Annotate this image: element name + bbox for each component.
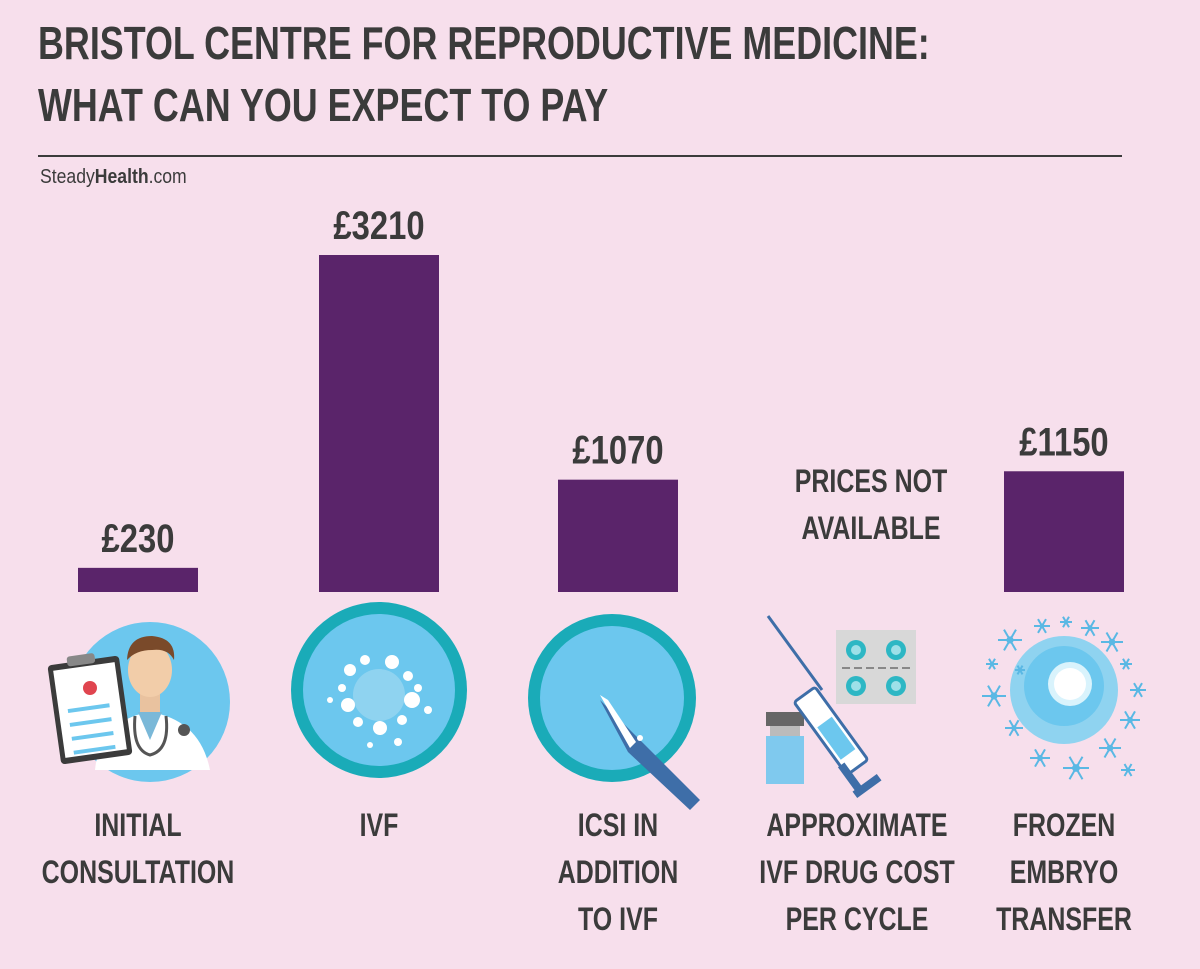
- category-label: ICSI IN: [578, 808, 658, 844]
- category-label: CONSULTATION: [42, 855, 235, 891]
- bar: [1004, 471, 1124, 592]
- title-line-2: WHAT CAN YOU EXPECT TO PAY: [38, 79, 609, 131]
- value-label: £1150: [1019, 419, 1108, 464]
- frozen-embryo-icon: [982, 616, 1146, 780]
- bar-group: £1150 FROZEN EMBRYO TRANSFER: [982, 419, 1146, 938]
- bar-group: PRICES NOT AVAILABLE APPROXIMATE IVF DRUG C…: [759, 464, 955, 938]
- brand-light: Steady: [40, 166, 95, 188]
- category-label: TO IVF: [578, 902, 658, 938]
- unavailable-label: AVAILABLE: [801, 511, 940, 547]
- brand-credit: SteadyHealth.com: [40, 166, 187, 189]
- category-label: APPROXIMATE: [766, 808, 947, 844]
- ivf-cell-icon: [291, 602, 467, 778]
- category-label: ADDITION: [558, 855, 679, 891]
- category-label: INITIAL: [94, 808, 181, 844]
- category-label: TRANSFER: [996, 902, 1132, 938]
- bar: [78, 567, 198, 592]
- category-label: FROZEN: [1013, 808, 1116, 844]
- chart-title: BRISTOL CENTRE FOR REPRODUCTIVE MEDICINE…: [38, 12, 930, 136]
- icsi-injection-icon: [528, 614, 700, 810]
- doctor-icon: [47, 622, 230, 782]
- category-label: IVF DRUG COST: [759, 855, 955, 891]
- category-label: PER CYCLE: [786, 902, 929, 938]
- unavailable-label: PRICES NOT: [795, 464, 948, 500]
- value-label: £230: [102, 516, 175, 561]
- brand-suffix: .com: [148, 166, 187, 188]
- bar-group: £1070 ICSI IN ADDITION TO IVF: [528, 428, 700, 938]
- bar-group: £3210 IVF: [291, 203, 467, 844]
- title-line-1: BRISTOL CENTRE FOR REPRODUCTIVE MEDICINE…: [38, 17, 930, 69]
- bar-group: £230 INITIAL CONSULTATION: [42, 516, 235, 891]
- category-label: EMBRYO: [1010, 855, 1119, 891]
- value-label: £3210: [333, 203, 424, 248]
- title-divider: [38, 155, 1122, 157]
- brand-bold: Health: [94, 166, 149, 188]
- bar: [558, 479, 678, 592]
- bar: [319, 255, 439, 592]
- category-label: IVF: [360, 808, 399, 844]
- value-label: £1070: [572, 428, 663, 473]
- syringe-pills-icon: [766, 615, 916, 799]
